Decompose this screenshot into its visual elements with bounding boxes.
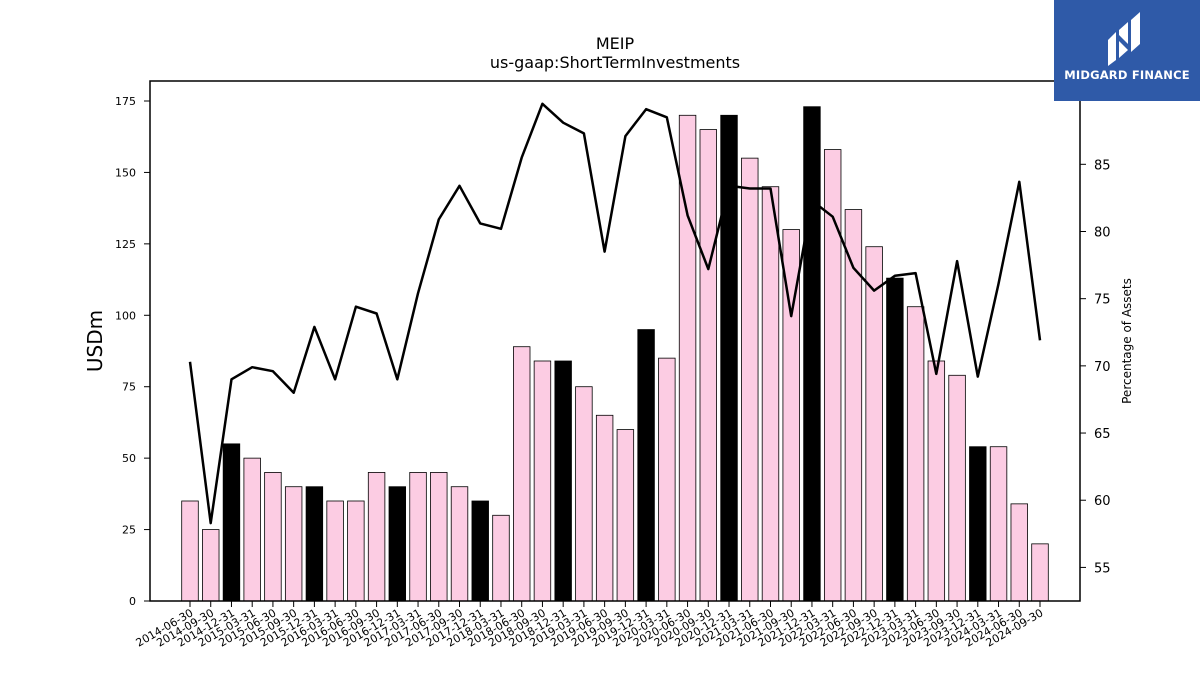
bar-2024-03-31 bbox=[989, 446, 1008, 602]
bar-2019-09-30 bbox=[616, 429, 635, 602]
bar-2022-12-31 bbox=[886, 277, 904, 602]
bar-2014-09-30 bbox=[202, 529, 220, 602]
bar-2019-12-31 bbox=[637, 329, 655, 602]
left-tick-label: 100 bbox=[115, 309, 136, 322]
bar-2016-03-31 bbox=[326, 500, 344, 602]
bar-2018-12-31 bbox=[554, 360, 572, 602]
chart-title: MEIP bbox=[596, 34, 635, 53]
bar-2016-12-31 bbox=[388, 486, 407, 602]
y-axis-label: USDm bbox=[83, 310, 107, 372]
bar-2015-09-30 bbox=[284, 486, 303, 602]
x-axis-ticks: 2014-06-302014-09-302014-12-312015-03-31… bbox=[134, 601, 1046, 650]
bar-2018-06-30 bbox=[513, 346, 531, 602]
right-tick-label: 80 bbox=[1094, 225, 1111, 240]
left-tick-label: 25 bbox=[122, 524, 136, 537]
y2-axis-label: Percentage of Assets bbox=[1120, 278, 1134, 404]
logo-text: MIDGARD FINANCE bbox=[1064, 68, 1190, 82]
percentage-line bbox=[188, 102, 1042, 525]
left-tick-label: 150 bbox=[115, 166, 136, 179]
bar-2023-12-31 bbox=[969, 446, 987, 602]
bar-2019-06-30 bbox=[595, 414, 614, 602]
right-tick-label: 65 bbox=[1094, 427, 1111, 442]
bar-2017-12-31 bbox=[471, 500, 489, 602]
plot-frame bbox=[149, 80, 1081, 602]
bar-2018-03-31 bbox=[492, 514, 510, 602]
bar-2015-03-31 bbox=[243, 457, 261, 602]
bar-2021-03-31 bbox=[741, 157, 759, 602]
right-tick-label: 70 bbox=[1094, 360, 1111, 375]
left-tick-label: 50 bbox=[122, 452, 136, 465]
right-tick-label: 55 bbox=[1094, 561, 1111, 576]
bar-2022-09-30 bbox=[865, 246, 883, 602]
right-tick-label: 60 bbox=[1094, 494, 1111, 509]
left-axis-ticks: 0 25 50 75 100 125 150 175 bbox=[115, 95, 150, 608]
right-axis-ticks: 55 60 65 70 75 80 85 bbox=[1080, 158, 1111, 576]
left-tick-label: 0 bbox=[129, 595, 136, 608]
bar-2024-06-30 bbox=[1010, 503, 1028, 602]
bar-2021-12-31 bbox=[803, 106, 821, 602]
bar-2023-09-30 bbox=[948, 374, 966, 602]
bar-2016-06-30 bbox=[347, 500, 365, 602]
bar-2015-12-31 bbox=[305, 486, 324, 602]
bar-2021-06-30 bbox=[761, 186, 780, 602]
bar-2020-03-31 bbox=[658, 357, 676, 602]
chart-subtitle: us-gaap:ShortTermInvestments bbox=[490, 53, 740, 72]
left-tick-label: 175 bbox=[115, 95, 136, 108]
left-tick-label: 75 bbox=[122, 381, 136, 394]
bar-2017-09-30 bbox=[450, 486, 469, 602]
bar-2014-06-30 bbox=[181, 500, 199, 602]
bar-2020-09-30 bbox=[699, 129, 717, 602]
bar-2016-09-30 bbox=[367, 472, 386, 602]
bar-2019-03-31 bbox=[575, 386, 593, 602]
bar-2024-09-30 bbox=[1031, 543, 1049, 602]
right-tick-label: 75 bbox=[1094, 293, 1111, 308]
bar-2014-12-31 bbox=[222, 443, 241, 602]
bar-2023-06-30 bbox=[927, 360, 946, 602]
bar-2023-03-31 bbox=[906, 306, 925, 602]
bar-2015-06-30 bbox=[264, 472, 282, 602]
bar-2018-09-30 bbox=[533, 360, 552, 602]
right-tick-label: 85 bbox=[1094, 158, 1111, 173]
left-tick-label: 125 bbox=[115, 238, 136, 251]
bar-2017-03-31 bbox=[409, 472, 427, 602]
midgard-finance-logo: MIDGARD FINANCE bbox=[1054, 0, 1200, 101]
bar-2017-06-30 bbox=[430, 472, 448, 602]
bar-series bbox=[181, 106, 1049, 602]
midgard-logo-icon bbox=[1108, 12, 1140, 66]
